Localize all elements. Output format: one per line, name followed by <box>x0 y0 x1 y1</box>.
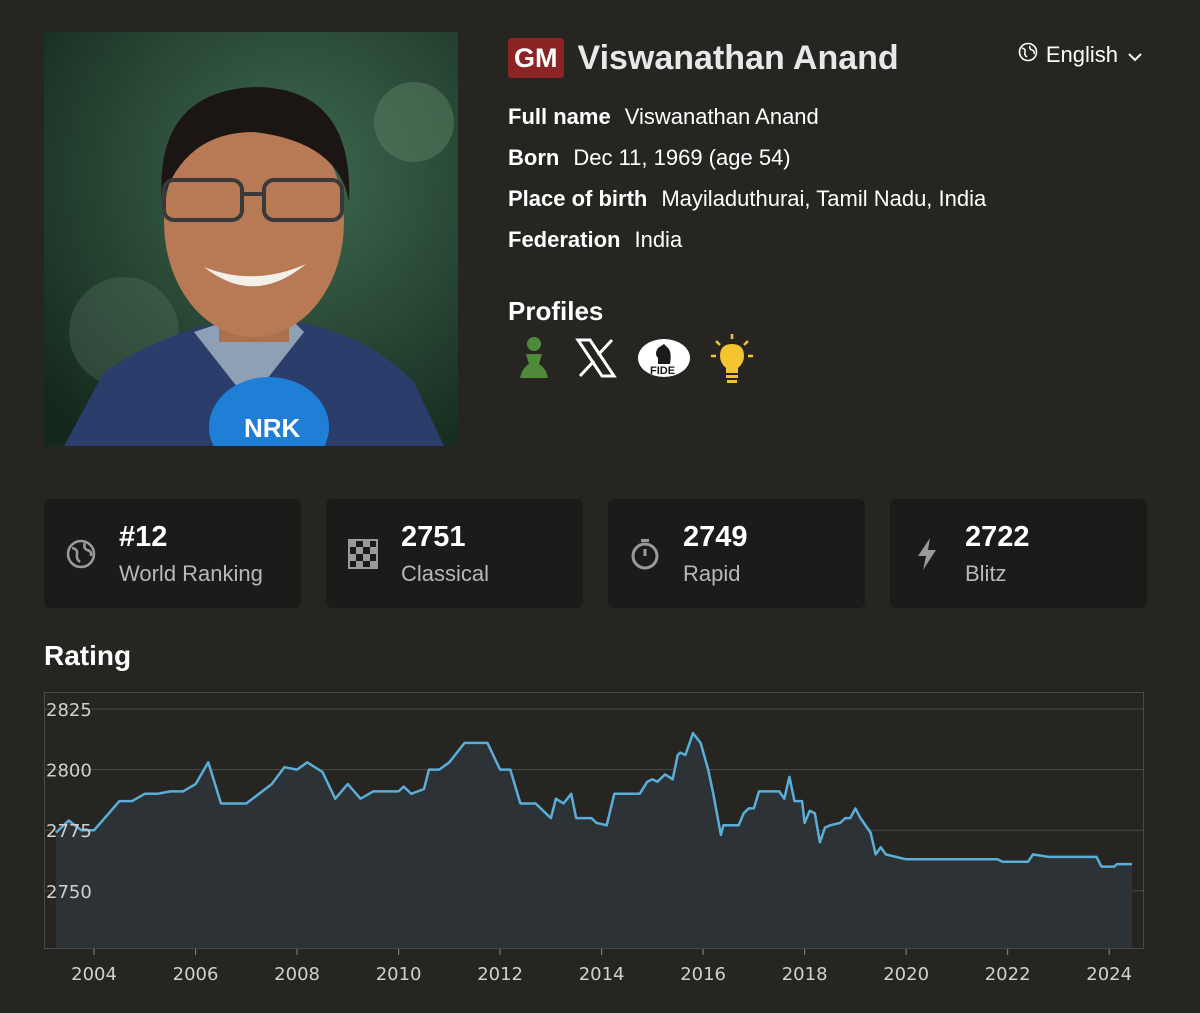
chevron-down-icon <box>1128 42 1142 68</box>
stat-value: 2749 <box>683 521 748 553</box>
x-tick-label: 2022 <box>985 964 1031 985</box>
globe-icon <box>64 537 98 571</box>
x-tick-label: 2020 <box>883 964 929 985</box>
rating-line <box>55 731 1132 868</box>
globe-icon <box>1018 42 1038 68</box>
profiles-title: Profiles <box>508 296 604 326</box>
rating-title: Rating <box>44 640 132 671</box>
stat-value: 2722 <box>965 521 1030 553</box>
checkerboard-icon <box>346 537 380 571</box>
player-photo: NRK <box>44 32 458 446</box>
player-header: GM Viswanathan Anand <box>508 38 899 78</box>
stopwatch-icon <box>628 537 662 571</box>
stat-caption: Rapid <box>683 561 741 586</box>
svg-text:NRK: NRK <box>244 413 301 443</box>
info-full-name: Full name Viswanathan Anand <box>508 104 819 129</box>
y-tick-label: 2825 <box>46 700 92 721</box>
y-tick-label: 2800 <box>46 761 92 782</box>
player-name: Viswanathan Anand <box>577 38 899 77</box>
x-tick-label: 2008 <box>274 964 320 985</box>
x-logo-icon[interactable] <box>574 336 618 380</box>
x-tick-label: 2006 <box>173 964 219 985</box>
info-place-of-birth: Place of birth Mayiladuthurai, Tamil Nadu… <box>508 186 987 211</box>
stat-cards: #12 World Ranking 2751 Classical 2749 Ra… <box>44 499 1147 608</box>
stat-rapid: 2749 Rapid <box>608 499 865 608</box>
fide-knight-icon[interactable]: FIDE <box>636 336 692 380</box>
language-label: English <box>1045 42 1118 67</box>
stat-value: 2751 <box>401 521 466 553</box>
x-tick-label: 2018 <box>782 964 828 985</box>
x-tick-label: 2024 <box>1086 964 1132 985</box>
stat-blitz: 2722 Blitz <box>890 499 1147 608</box>
chess-pawn-icon[interactable] <box>512 334 556 382</box>
y-tick-label: 2775 <box>46 821 92 842</box>
language-selector[interactable]: English <box>1018 42 1142 68</box>
stat-world-ranking: #12 World Ranking <box>44 499 301 608</box>
stat-caption: World Ranking <box>119 561 263 586</box>
stat-caption: Classical <box>401 561 490 586</box>
stat-classical: 2751 Classical <box>326 499 583 608</box>
lightbulb-icon[interactable] <box>710 332 754 384</box>
x-tick-label: 2010 <box>376 964 422 985</box>
stat-caption: Blitz <box>965 561 1007 586</box>
y-tick-label: 2750 <box>46 882 92 903</box>
profile-links: FIDE <box>512 332 772 384</box>
lightning-icon <box>910 537 944 571</box>
x-tick-label: 2016 <box>680 964 726 985</box>
x-tick-label: 2004 <box>71 964 117 985</box>
info-born: Born Dec 11, 1969 (age 54) <box>508 145 791 170</box>
player-info: Full name Viswanathan Anand Born Dec 11, 1… <box>508 103 986 267</box>
rating-area <box>56 733 1132 948</box>
x-tick-label: 2014 <box>579 964 625 985</box>
stat-value: #12 <box>119 521 168 553</box>
info-federation: Federation India <box>508 227 683 252</box>
svg-text:FIDE: FIDE <box>650 365 675 377</box>
x-tick-label: 2012 <box>477 964 523 985</box>
title-badge: GM <box>508 38 564 78</box>
